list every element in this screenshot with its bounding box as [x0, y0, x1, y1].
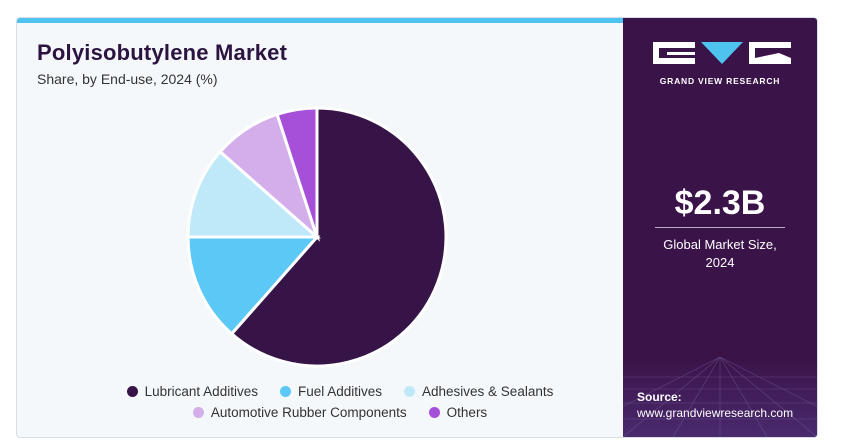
source-title: Source:	[637, 390, 682, 404]
logo-mark-icon	[653, 42, 791, 64]
pie-slice-fuel-additives	[186, 235, 321, 336]
legend-item-lubricant-additives: Lubricant Additives	[126, 384, 258, 399]
decorative-grid	[623, 357, 817, 437]
pie-slice-adhesives-sealants	[186, 149, 321, 239]
market-size-label-line2: 2024	[705, 255, 735, 270]
chart-subtitle: Share, by End-use, 2024 (%)	[37, 71, 218, 87]
legend-swatch	[428, 407, 440, 418]
summary-panel: GRAND VIEW RESEARCH $2.3B Global Market …	[623, 18, 817, 437]
accent-bar	[17, 18, 623, 23]
gvr-logo-icon	[647, 40, 797, 88]
chart-card: Polyisobutylene Market Share, by End-use…	[16, 17, 818, 438]
legend-item-adhesives-sealants: Adhesives & Sealants	[404, 384, 553, 399]
legend-item-automotive-rubber: Automotive Rubber Components	[192, 405, 407, 420]
legend-label: Lubricant Additives	[144, 384, 258, 399]
pie-slice-lubricant-additives	[229, 106, 448, 368]
legend-item-others: Others	[428, 405, 488, 420]
legend-label: Fuel Additives	[297, 384, 383, 399]
stat-divider	[655, 227, 785, 228]
legend-label: Automotive Rubber Components	[210, 405, 407, 420]
market-size-value: $2.3B	[674, 184, 766, 222]
legend-label: Adhesives & Sealants	[422, 384, 554, 399]
brand-name: GRAND VIEW RESEARCH	[659, 76, 781, 86]
legend-swatch	[404, 386, 416, 397]
legend-label: Others	[446, 405, 488, 420]
legend-item-fuel-additives: Fuel Additives	[279, 384, 383, 399]
legend-row-1: Lubricant Additives Fuel Additives Adhes…	[57, 384, 623, 399]
chart-title: Polyisobutylene Market	[37, 40, 288, 65]
legend-swatch	[192, 407, 204, 418]
market-size-label: Global Market Size, 2024	[633, 236, 807, 272]
legend-row-2: Automotive Rubber Components Others	[57, 405, 623, 420]
source-link[interactable]: www.grandviewresearch.com	[637, 406, 794, 420]
pie-svg	[186, 106, 448, 368]
pie-slice-others	[275, 106, 319, 238]
legend-swatch	[126, 386, 138, 397]
legend-swatch	[279, 386, 291, 397]
market-size-label-line1: Global Market Size,	[663, 237, 777, 252]
pie-chart	[185, 105, 449, 369]
chart-legend: Lubricant Additives Fuel Additives Adhes…	[57, 384, 623, 426]
grid-lines-icon	[623, 357, 817, 437]
